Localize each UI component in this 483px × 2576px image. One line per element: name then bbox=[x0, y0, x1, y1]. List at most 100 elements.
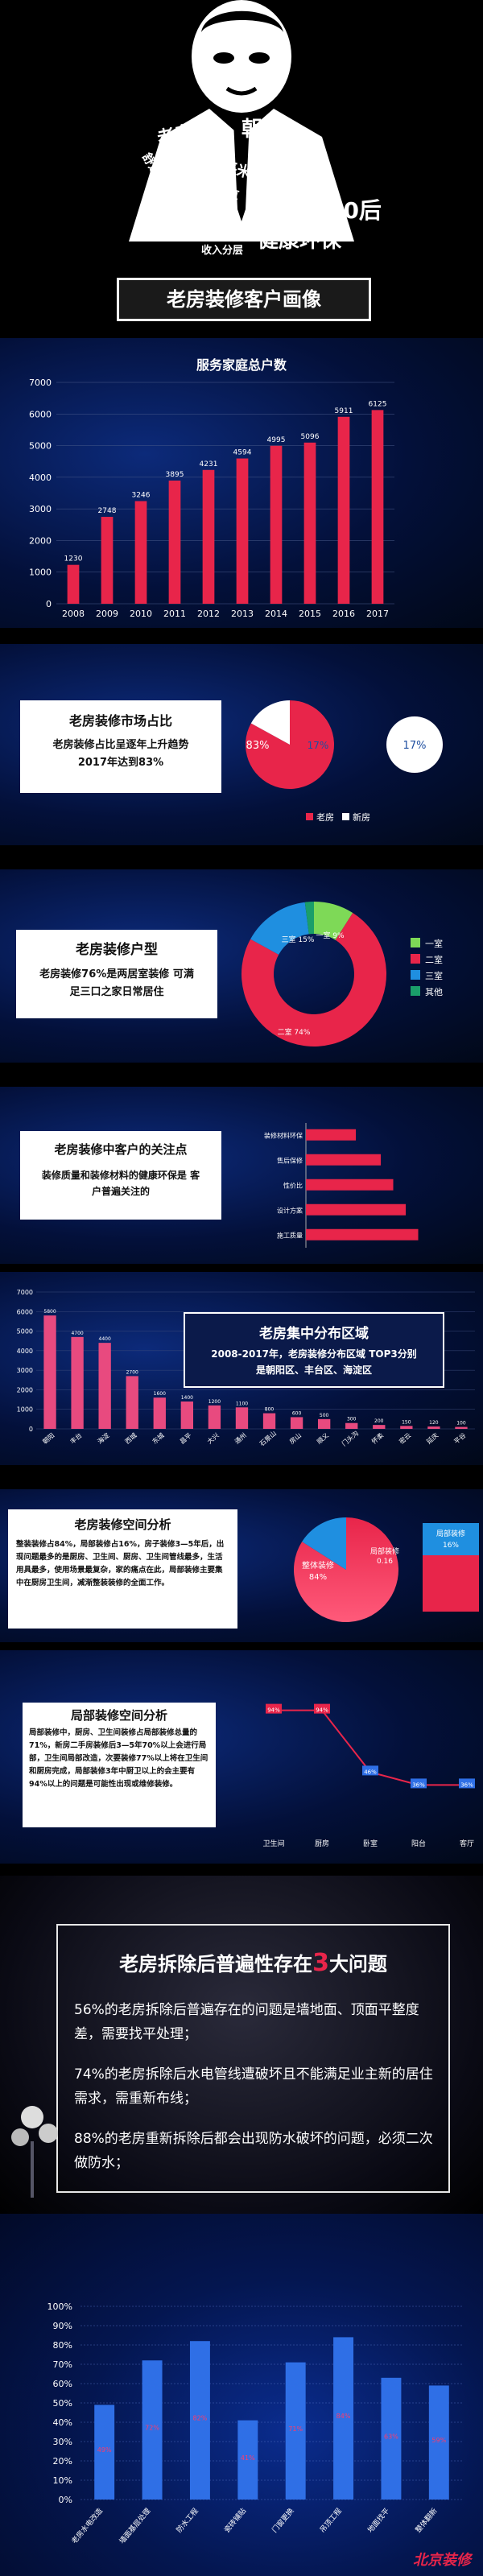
data-label: 41% bbox=[241, 2454, 255, 2462]
data-label: 3246 bbox=[132, 491, 151, 499]
bar bbox=[262, 1413, 276, 1429]
y-tick-label: 7000 bbox=[17, 1289, 33, 1296]
x-tick-label: 顺义 bbox=[316, 1431, 330, 1445]
x-tick-label: 卧室 bbox=[363, 1839, 378, 1848]
y-tick-label: 6000 bbox=[17, 1308, 33, 1315]
chart-title: 服务家庭总户数 bbox=[196, 357, 287, 373]
slice-label: 0.16 bbox=[377, 1558, 393, 1566]
legend-label: 三室 bbox=[425, 970, 443, 981]
data-label: 94% bbox=[316, 1707, 328, 1714]
y-tick-label: 4000 bbox=[17, 1348, 33, 1355]
x-tick-label: 防水工程 bbox=[174, 2506, 200, 2534]
pie-slice bbox=[245, 700, 334, 789]
data-label: 1400 bbox=[181, 1395, 193, 1401]
y-tick-label: 100% bbox=[47, 2301, 72, 2312]
data-label: 6125 bbox=[369, 400, 387, 408]
data-label: 46% bbox=[364, 1769, 377, 1775]
issues-title-main: 老房拆除后普遍性存在 bbox=[119, 1953, 313, 1975]
y-tick-label: 售后保修 bbox=[277, 1157, 303, 1165]
x-tick-label: 地面找平 bbox=[365, 2506, 391, 2534]
y-tick-label: 2000 bbox=[17, 1386, 33, 1393]
partial-section: 局部装修空间分析 局部装修中，厨房、卫生间装修占局部装修总量的71%，新房二手房… bbox=[0, 1650, 483, 1864]
y-tick-label: 0% bbox=[59, 2495, 72, 2505]
issue-item: 74%的老房拆除后水电管线遭破坏且不能满足业主新的居住需求，需重新布线； bbox=[74, 2066, 433, 2107]
data-label: 300 bbox=[347, 1417, 357, 1422]
bar bbox=[373, 1425, 386, 1429]
data-label: 4400 bbox=[99, 1336, 111, 1342]
data-label: 1230 bbox=[64, 555, 83, 564]
bar bbox=[285, 2362, 306, 2500]
y-tick-label: 3000 bbox=[29, 504, 52, 514]
y-tick-label: 5000 bbox=[17, 1328, 33, 1335]
market-textbox: 老房装修市场占比 老房装修占比呈逐年上升趋势 2017年达到83% bbox=[20, 700, 221, 793]
x-tick-label: 整体翻新 bbox=[413, 2506, 439, 2534]
market-desc: 老房装修占比呈逐年上升趋势 2017年达到83% bbox=[52, 739, 189, 769]
slice-label: 84% bbox=[309, 1573, 327, 1582]
issues-title-num: 3 bbox=[312, 1949, 329, 1977]
issues-title-tail: 大问题 bbox=[328, 1953, 387, 1975]
legend-swatch bbox=[342, 813, 349, 820]
housetype-title: 老房装修户型 bbox=[76, 942, 158, 958]
x-tick-label: 门头沟 bbox=[340, 1429, 360, 1447]
x-tick-label: 2015 bbox=[299, 609, 321, 619]
data-marker bbox=[411, 1778, 427, 1789]
callout-circle bbox=[386, 716, 443, 773]
header-word: 丰台 bbox=[278, 170, 320, 194]
bar bbox=[134, 501, 147, 604]
slice-label: 三室 15% bbox=[282, 935, 315, 944]
bar bbox=[337, 416, 350, 604]
district-textbox: 老房集中分布区域 2008-2017年，老房装修分布区域 TOP3分别是朝阳区、… bbox=[184, 1312, 444, 1388]
bar bbox=[153, 1397, 166, 1429]
bar bbox=[94, 2405, 115, 2500]
partial-desc: 局部装修中，厨房、卫生间装修占局部装修总量的71%，新房二手房装修后3—5年70… bbox=[29, 1728, 208, 1789]
data-label: 2700 bbox=[126, 1369, 138, 1375]
data-label: 82% bbox=[193, 2415, 208, 2422]
portrait-illustration bbox=[129, 0, 354, 242]
x-tick-label: 昌平 bbox=[179, 1431, 193, 1445]
pie-slice bbox=[250, 700, 290, 745]
x-tick-label: 2011 bbox=[163, 609, 186, 619]
bar bbox=[400, 1426, 413, 1429]
concern-title: 老房装修中客户的关注点 bbox=[54, 1142, 188, 1157]
x-tick-label: 密云 bbox=[398, 1431, 413, 1446]
bar bbox=[306, 1179, 394, 1191]
y-tick-label: 80% bbox=[53, 2340, 72, 2351]
data-label: 5800 bbox=[43, 1309, 56, 1315]
x-tick-label: 房山 bbox=[287, 1431, 303, 1446]
callout-label: 局部装修 bbox=[436, 1529, 465, 1538]
slice-label: 整体装修 bbox=[302, 1560, 334, 1571]
bar bbox=[306, 1203, 406, 1216]
data-label: 800 bbox=[265, 1407, 275, 1413]
y-tick-label: 4000 bbox=[29, 473, 52, 483]
x-tick-label: 老房水电改造 bbox=[69, 2506, 105, 2545]
bar bbox=[381, 2377, 402, 2500]
y-tick-label: 60% bbox=[53, 2379, 72, 2389]
data-label: 120 bbox=[429, 1420, 439, 1426]
slice-label: 83% bbox=[246, 740, 270, 752]
data-label: 5911 bbox=[335, 407, 353, 415]
partial-textbox: 局部装修空间分析 局部装修中，厨房、卫生间装修占局部装修总量的71%，新房二手房… bbox=[23, 1703, 216, 1827]
watermark: 北京装修 bbox=[413, 2552, 471, 2569]
bar bbox=[306, 1129, 356, 1141]
bar bbox=[142, 2360, 163, 2500]
data-label: 63% bbox=[384, 2433, 398, 2440]
legend-label: 其他 bbox=[425, 987, 443, 997]
bar bbox=[98, 1343, 111, 1429]
x-tick-label: 2010 bbox=[130, 609, 152, 619]
bar bbox=[303, 442, 316, 604]
space-desc: 整装装修占84%，局部装修占16%，房子装修3—5年后，出现问题最多的是厨房、卫… bbox=[16, 1540, 225, 1587]
data-label: 1600 bbox=[154, 1391, 166, 1397]
data-label: 5096 bbox=[301, 433, 320, 441]
bar bbox=[101, 517, 114, 604]
legend-swatch bbox=[306, 813, 313, 820]
bar bbox=[71, 1336, 84, 1429]
x-tick-label: 瓷砖铺贴 bbox=[222, 2506, 248, 2534]
district-section: 0 1000 2000 3000 4000 5000 6000 7000 5800 朝阳 4700 丰… bbox=[0, 1272, 483, 1465]
bar bbox=[236, 458, 249, 604]
legend-label: 老房 bbox=[316, 812, 334, 823]
space-title: 老房装修空间分析 bbox=[74, 1517, 171, 1532]
data-label: 4594 bbox=[233, 449, 252, 457]
bar bbox=[306, 1154, 381, 1166]
legend-label: 二室 bbox=[425, 954, 443, 965]
